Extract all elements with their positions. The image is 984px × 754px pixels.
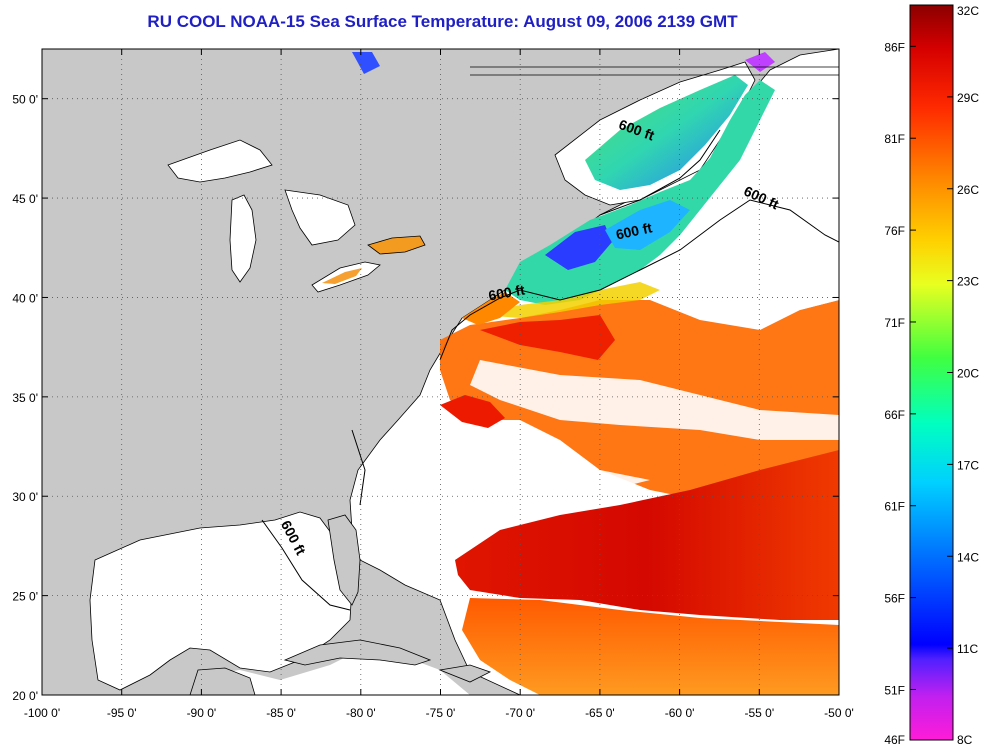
cuba <box>283 639 432 666</box>
isobath-600ft <box>261 129 839 611</box>
cloud-gaps <box>380 270 839 540</box>
lon-tick-label: -90 0' <box>187 706 217 720</box>
hot-spot-cape-hatteras <box>440 395 505 428</box>
lon-tick-label: -65 0' <box>585 706 615 720</box>
colorbar-celsius-label: 32C <box>957 4 979 18</box>
yucatan <box>189 667 256 695</box>
lat-tick-label: 30 0' <box>12 490 38 504</box>
transition-yellow-band <box>480 282 660 318</box>
lon-tick-label: -55 0' <box>744 706 774 720</box>
latitude-axis: 50 0' 45 0' 40 0' 35 0' 30 0' 25 0' 20 0' <box>12 93 38 703</box>
isobath-label: 600 ft <box>614 219 653 242</box>
colorbar-fahrenheit-label: 71F <box>884 316 905 330</box>
sargasso-warm-band <box>455 450 839 620</box>
colorbar-celsius-label: 26C <box>957 183 979 197</box>
colorbar-fahrenheit-label: 76F <box>884 224 905 238</box>
lake-michigan <box>229 194 257 283</box>
lon-tick-label: -95 0' <box>107 706 137 720</box>
lon-tick-label: -75 0' <box>426 706 456 720</box>
cool-water-nova-scotia <box>605 200 690 250</box>
colorbar-fahrenheit-label: 51F <box>884 683 905 697</box>
lat-tick-label: 20 0' <box>12 689 38 703</box>
lake-superior <box>167 139 273 183</box>
colorbar-celsius-label: 8C <box>957 733 973 747</box>
florida-peninsula <box>327 514 361 606</box>
colorbar-celsius-label: 14C <box>957 550 979 564</box>
lat-tick-label: 40 0' <box>12 291 38 305</box>
longitude-axis: -100 0' -95 0' -90 0' -85 0' -80 0' -75 0' -70… <box>24 706 854 720</box>
lon-tick-label: -50 0' <box>824 706 854 720</box>
lat-tick-label: 50 0' <box>12 93 38 107</box>
colorbar-fahrenheit-labels: 86F 81F 76F 71F 66F 61F 56F 51F 46F <box>884 40 916 747</box>
lon-tick-label: -60 0' <box>665 706 695 720</box>
colorbar-gradient <box>909 4 954 741</box>
lake-huron <box>284 189 356 246</box>
colorbar-celsius-labels: 32C 29C 26C 23C 20C 17C 14C 11C 8C <box>947 4 979 747</box>
colorbar-celsius-label: 29C <box>957 91 979 105</box>
colorbar-fahrenheit-label: 61F <box>884 500 905 514</box>
colorbar-fahrenheit-label: 46F <box>884 733 905 747</box>
hispaniola <box>438 664 492 683</box>
lat-tick-label: 45 0' <box>12 192 38 206</box>
lat-tick-label: 25 0' <box>12 590 38 604</box>
lon-tick-label: -85 0' <box>266 706 296 720</box>
lon-tick-label: -100 0' <box>24 706 60 720</box>
isobath-label: 600 ft <box>487 281 526 303</box>
colorbar-fahrenheit-label: 56F <box>884 592 905 606</box>
lake-ontario <box>367 235 426 255</box>
map-title: RU COOL NOAA-15 Sea Surface Temperature:… <box>147 12 738 31</box>
lon-tick-label: -70 0' <box>505 706 535 720</box>
colorbar-celsius-label: 17C <box>957 458 979 472</box>
orange-shelf-edge <box>462 292 520 325</box>
colorbar-fahrenheit-label: 81F <box>884 132 905 146</box>
hot-spot-slope-sea <box>480 315 615 360</box>
north-boundary-lines <box>470 66 839 76</box>
cold-core-gulf-of-maine <box>545 225 612 270</box>
colorbar-fahrenheit-label: 66F <box>884 408 905 422</box>
lake-erie-sst <box>322 268 362 284</box>
colorbar-celsius-label: 20C <box>957 367 979 381</box>
gulf-st-lawrence-sst <box>585 75 748 190</box>
blue-spot-north <box>352 52 380 74</box>
axis-ticks <box>41 49 840 696</box>
colorbar-celsius-label: 23C <box>957 275 979 289</box>
colorbar-fahrenheit-label: 86F <box>884 40 905 54</box>
colorbar-celsius-label: 11C <box>957 642 978 656</box>
lat-tick-label: 35 0' <box>12 391 38 405</box>
southern-warm-water <box>462 598 839 695</box>
lon-tick-label: -80 0' <box>346 706 376 720</box>
